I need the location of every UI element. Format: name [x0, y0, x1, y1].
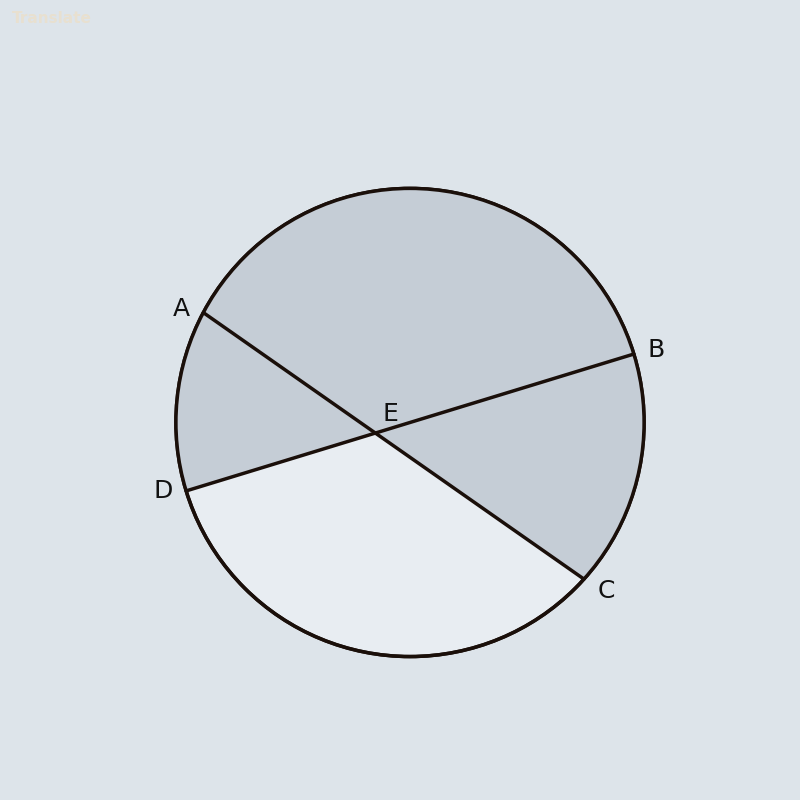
Polygon shape — [203, 189, 634, 433]
Text: Translate: Translate — [12, 11, 92, 26]
Text: A: A — [173, 297, 190, 321]
Text: E: E — [382, 402, 398, 426]
Polygon shape — [176, 189, 644, 579]
Circle shape — [176, 188, 644, 657]
Text: D: D — [154, 479, 173, 503]
Text: B: B — [647, 338, 665, 362]
Text: C: C — [598, 579, 615, 603]
